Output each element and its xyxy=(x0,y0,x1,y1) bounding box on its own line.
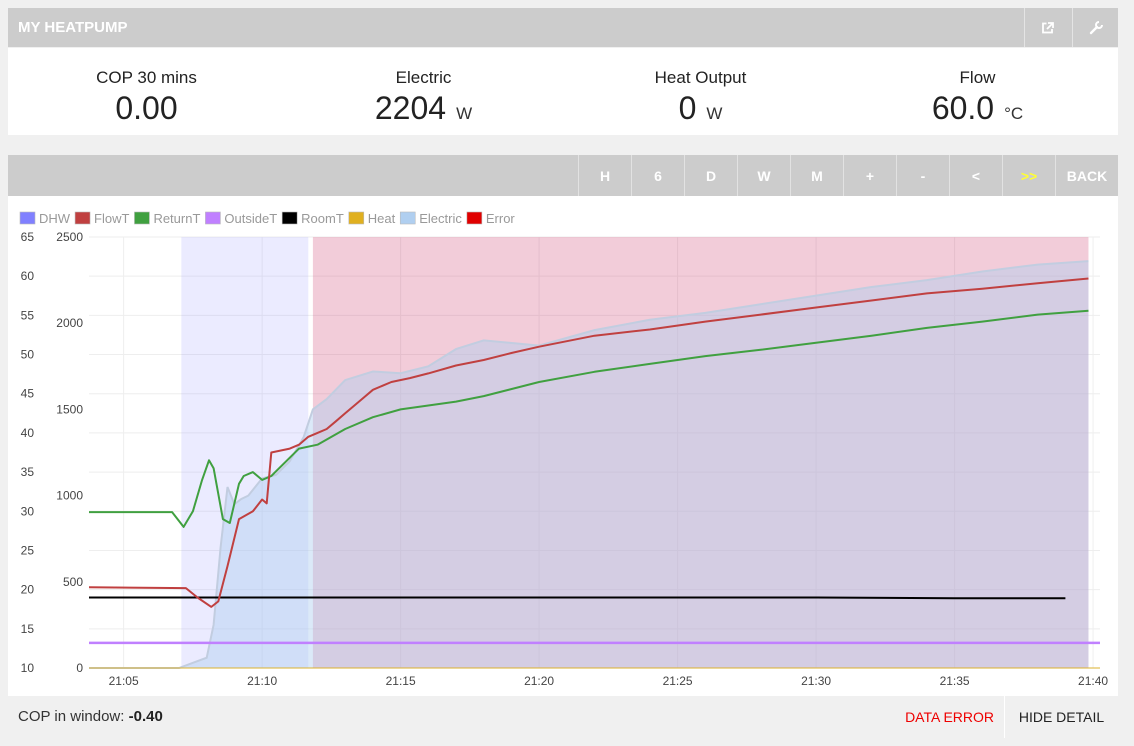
chart-svg[interactable]: DHW FlowT ReturnT OutsideT RoomT Heat Electric… xyxy=(8,196,1118,696)
settings-button[interactable] xyxy=(1072,8,1118,47)
legend-swatch-heat xyxy=(348,211,365,225)
dhw-band xyxy=(181,237,309,668)
y-left-tick-label: 20 xyxy=(21,583,35,597)
stat-electric-label: Electric xyxy=(395,68,452,87)
x-tick-label: 21:05 xyxy=(109,674,139,688)
cop-in-window-value: -0.40 xyxy=(128,708,163,725)
legend-label-heat: Heat xyxy=(368,211,396,226)
y-left-tick-label: 15 xyxy=(21,622,35,636)
legend-label-dhw: DHW xyxy=(39,211,71,226)
zoom-in-button[interactable]: + xyxy=(843,155,896,196)
app-header: MY HEATPUMP xyxy=(8,8,1118,47)
legend-label-outsidet: OutsideT xyxy=(224,211,277,226)
x-tick-label: 21:30 xyxy=(801,674,831,688)
legend-swatch-error xyxy=(466,211,483,225)
pan-right-button[interactable]: >> xyxy=(1002,155,1055,196)
x-tick-label: 21:20 xyxy=(524,674,554,688)
stat-electric-value: 2204 xyxy=(374,90,447,126)
y-left-tick-label: 65 xyxy=(21,230,35,244)
chart-footer: COP in window: -0.40 DATA ERROR HIDE DET… xyxy=(8,696,1118,738)
y-left-tick-label: 50 xyxy=(21,348,35,362)
back-button[interactable]: BACK xyxy=(1055,155,1118,196)
stat-cop: COP 30 mins 0.00 xyxy=(8,48,285,135)
stat-flow-unit: °C xyxy=(1004,104,1024,123)
y-left-tick-label: 10 xyxy=(21,661,35,675)
legend-swatch-roomt xyxy=(281,211,298,225)
series-roomt-line xyxy=(89,596,1066,600)
range-month-button[interactable]: M xyxy=(790,155,843,196)
legend-label-electric: Electric xyxy=(419,211,462,226)
pan-left-button[interactable]: < xyxy=(949,155,1002,196)
range-week-button[interactable]: W xyxy=(737,155,790,196)
legend-swatch-returnt xyxy=(134,211,150,225)
range-day-button[interactable]: D xyxy=(684,155,737,196)
stat-heat-output-value: 0 xyxy=(678,90,697,126)
stat-heat-output-label: Heat Output xyxy=(654,68,747,87)
x-tick-label: 21:10 xyxy=(247,674,277,688)
y-left-tick-label: 45 xyxy=(21,387,35,401)
y-left-tick-label: 25 xyxy=(21,543,35,557)
stat-cop-value: 0.00 xyxy=(115,90,178,126)
series-returnt-line xyxy=(89,309,1089,528)
stat-flow: Flow 60.0 °C xyxy=(839,48,1116,135)
y-left-tick-label: 55 xyxy=(21,308,35,322)
y-left-tick-label: 40 xyxy=(21,426,35,440)
y-right-tick-label: 1000 xyxy=(56,489,83,503)
stats-panel: COP 30 mins 0.00 Electric 2204 W Heat Out… xyxy=(8,48,1118,135)
hide-detail-button[interactable]: HIDE DETAIL xyxy=(1004,696,1118,738)
x-tick-label: 21:15 xyxy=(386,674,416,688)
chart-toolbar: H 6 D W M + - < >> BACK xyxy=(8,155,1118,196)
error-band xyxy=(312,237,1089,668)
external-link-icon xyxy=(1041,21,1054,33)
stat-electric: Electric 2204 W xyxy=(285,48,562,135)
y-right-tick-label: 2000 xyxy=(56,316,83,330)
cop-in-window-label: COP in window: xyxy=(18,708,125,725)
stat-electric-unit: W xyxy=(456,104,473,123)
app-title: MY HEATPUMP xyxy=(18,19,128,36)
legend-swatch-electric xyxy=(399,211,416,225)
zoom-out-button[interactable]: - xyxy=(896,155,949,196)
series-flowt-line xyxy=(88,277,1089,608)
series-electric-area xyxy=(89,261,1089,668)
range-hour-button[interactable]: H xyxy=(578,155,631,196)
stat-heat-output-unit: W xyxy=(706,104,723,123)
y-right-tick-label: 2500 xyxy=(56,230,83,244)
y-left-tick-label: 60 xyxy=(21,269,35,283)
x-tick-label: 21:40 xyxy=(1078,674,1108,688)
chart-panel: DHW FlowT ReturnT OutsideT RoomT Heat Electric… xyxy=(8,196,1118,696)
range-6h-button[interactable]: 6 xyxy=(631,155,684,196)
open-external-button[interactable] xyxy=(1024,8,1070,47)
stat-cop-label: COP 30 mins xyxy=(96,68,197,87)
y-right-tick-label: 0 xyxy=(76,661,83,675)
y-right-tick-label: 500 xyxy=(63,575,83,589)
series-electric-line xyxy=(89,260,1089,669)
x-tick-label: 21:25 xyxy=(663,674,693,688)
x-tick-label: 21:35 xyxy=(940,674,970,688)
cop-in-window: COP in window: -0.40 xyxy=(18,696,163,738)
stat-flow-value: 60.0 xyxy=(931,90,995,126)
stat-flow-label: Flow xyxy=(959,68,996,87)
y-right-tick-label: 1500 xyxy=(56,402,83,416)
wrench-icon xyxy=(1089,20,1103,34)
legend-swatch-dhw xyxy=(19,211,36,225)
y-left-tick-label: 30 xyxy=(21,504,35,518)
legend-label-roomt: RoomT xyxy=(301,211,344,226)
legend-swatch-flowt xyxy=(74,211,91,225)
legend-swatch-outsidet xyxy=(205,211,221,225)
y-left-tick-label: 35 xyxy=(21,465,35,479)
legend-label-error: Error xyxy=(486,211,516,226)
data-error-link[interactable]: DATA ERROR xyxy=(905,709,994,725)
legend-label-returnt: ReturnT xyxy=(153,211,200,226)
legend-label-flowt: FlowT xyxy=(94,211,129,226)
